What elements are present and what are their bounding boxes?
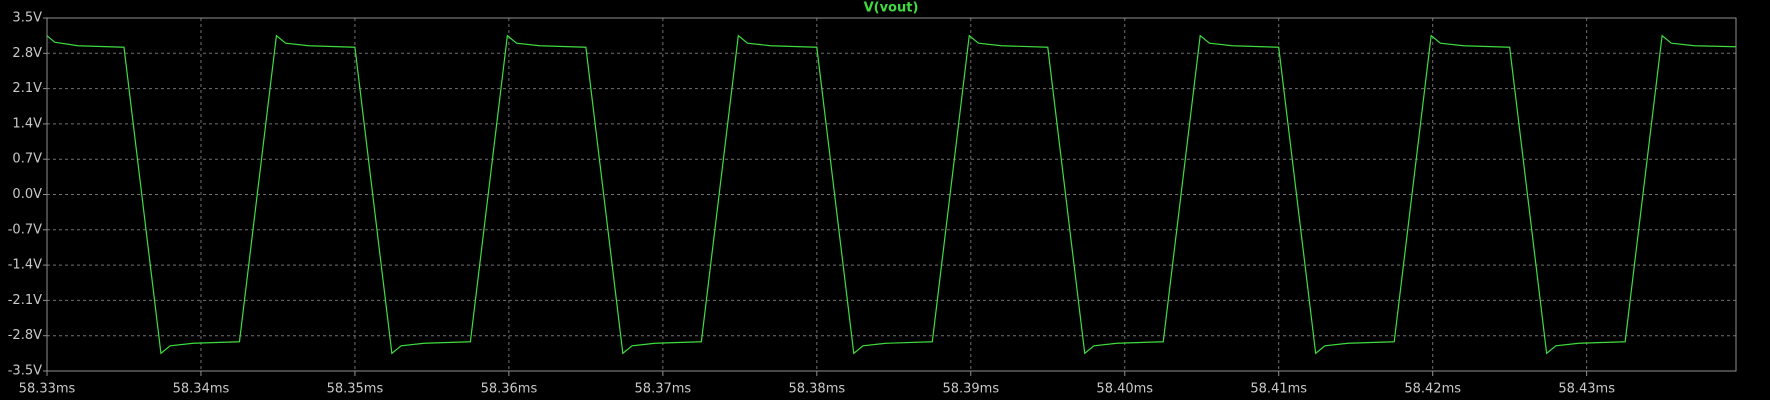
y-tick-label: -2.8V xyxy=(8,328,42,343)
y-tick-label: -2.1V xyxy=(8,293,42,308)
y-tick-label: 2.8V xyxy=(12,46,42,61)
x-tick-label: 58.39ms xyxy=(942,382,999,397)
y-tick-label: 0.0V xyxy=(12,187,42,202)
x-tick-label: 58.34ms xyxy=(173,382,230,397)
x-tick-label: 58.40ms xyxy=(1096,382,1153,397)
x-tick-label: 58.43ms xyxy=(1558,382,1615,397)
x-tick-label: 58.41ms xyxy=(1250,382,1307,397)
x-tick-label: 58.38ms xyxy=(788,382,845,397)
trace xyxy=(46,34,1737,355)
y-tick-label: 3.5V xyxy=(12,11,42,26)
plot-frame xyxy=(46,17,1737,372)
x-tick-label: 58.36ms xyxy=(481,382,538,397)
y-tick-label: 1.4V xyxy=(12,116,42,131)
x-tick-label: 58.35ms xyxy=(327,382,384,397)
x-tick-label: 58.37ms xyxy=(635,382,692,397)
y-tick-label: 0.7V xyxy=(12,152,42,167)
y-tick-label: -0.7V xyxy=(8,222,42,237)
x-tick-label: 58.33ms xyxy=(19,382,76,397)
y-tick-label: 2.1V xyxy=(12,81,42,96)
y-tick-label: -1.4V xyxy=(8,258,42,273)
x-tick-label: 58.42ms xyxy=(1404,382,1461,397)
trace-label: V(vout) xyxy=(864,1,919,16)
y-tick-label: -3.5V xyxy=(8,364,42,379)
